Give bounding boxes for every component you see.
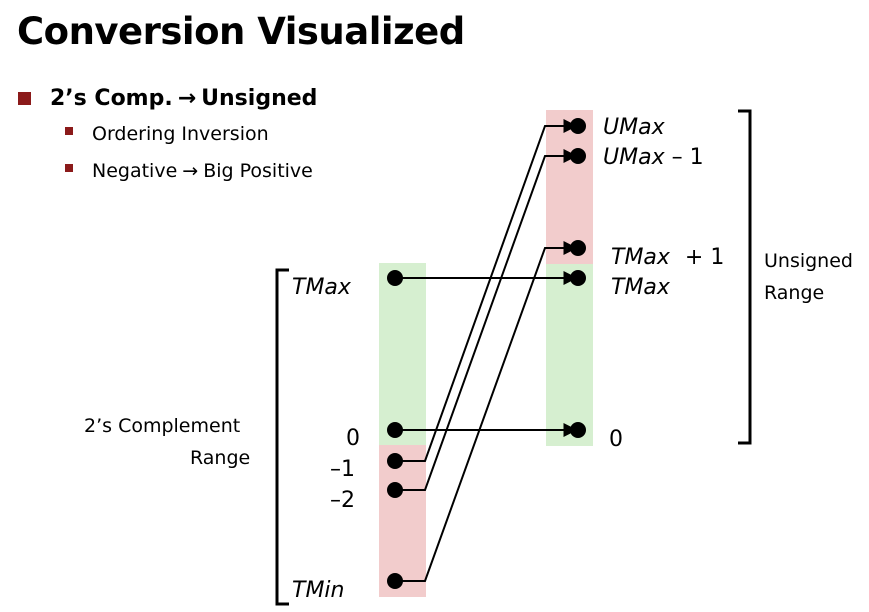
label-right-umax-minus-1-var: UMax	[603, 145, 665, 170]
unsigned-range-line2: Range	[764, 282, 825, 304]
dot-left-zero	[387, 422, 403, 438]
sub-bullet-ordering-text: Ordering Inversion	[92, 123, 269, 145]
sub-bullet-square-icon	[65, 127, 73, 135]
right-arrow-icon: →	[177, 86, 197, 111]
right-negative-mapped-band	[546, 110, 593, 264]
label-right-tmax-plus-1: TMax + 1	[611, 245, 724, 270]
label-right-umax-minus-1-suffix: – 1	[671, 145, 704, 170]
mapping-neg2	[395, 149, 578, 491]
dot-right-zero	[570, 422, 586, 438]
twos-complement-range-bracket	[275, 268, 289, 606]
dot-right-umax	[570, 118, 586, 134]
sub-bullet-ordering: Ordering Inversion	[65, 123, 269, 145]
label-right-tmax: TMax	[611, 275, 670, 300]
mapping-tmin	[395, 241, 578, 582]
label-right-tmax-plus-1-var: TMax	[611, 245, 670, 270]
label-left-zero: 0	[346, 426, 360, 451]
dot-left-tmax	[387, 270, 403, 286]
twos-range-line2: Range	[190, 447, 251, 469]
bullet-main-left: 2’s Comp.	[50, 86, 173, 111]
sub-bullet-square-icon	[65, 164, 73, 172]
left-negative-band	[379, 445, 426, 597]
bullet-main-right: Unsigned	[201, 86, 318, 111]
sub-bullet-negative-left: Negative	[92, 160, 178, 182]
unsigned-range-bracket	[738, 109, 752, 445]
dot-right-tmax	[570, 270, 586, 286]
label-left-neg2: –2	[330, 488, 355, 513]
label-right-umax-minus-1: UMax – 1	[603, 145, 704, 170]
left-positive-band	[379, 263, 426, 445]
unsigned-range-line1: Unsigned	[764, 250, 853, 272]
dot-left-neg1	[387, 453, 403, 469]
label-right-umax: UMax	[603, 115, 665, 140]
label-right-zero: 0	[609, 427, 623, 452]
slide-title: Conversion Visualized	[17, 10, 465, 53]
bullet-square-icon	[18, 92, 31, 105]
label-left-neg1: –1	[330, 457, 355, 482]
dot-left-tmin	[387, 573, 403, 589]
bullet-main: 2’s Comp. → Unsigned	[18, 86, 317, 111]
sub-bullet-negative-right: Big Positive	[203, 160, 313, 182]
sub-bullet-negative: Negative → Big Positive	[65, 160, 313, 182]
right-positive-band	[546, 264, 593, 446]
mapping-neg1	[395, 119, 578, 462]
right-arrow-icon: →	[182, 160, 199, 182]
dot-right-tmax-plus-1	[570, 240, 586, 256]
label-left-tmin: TMin	[292, 578, 345, 603]
label-left-tmax: TMax	[292, 275, 351, 300]
dot-left-neg2	[387, 482, 403, 498]
label-right-tmax-plus-1-suffix: + 1	[684, 245, 725, 270]
twos-range-line1: 2’s Complement	[84, 415, 241, 437]
dot-right-umax-minus-1	[570, 148, 586, 164]
